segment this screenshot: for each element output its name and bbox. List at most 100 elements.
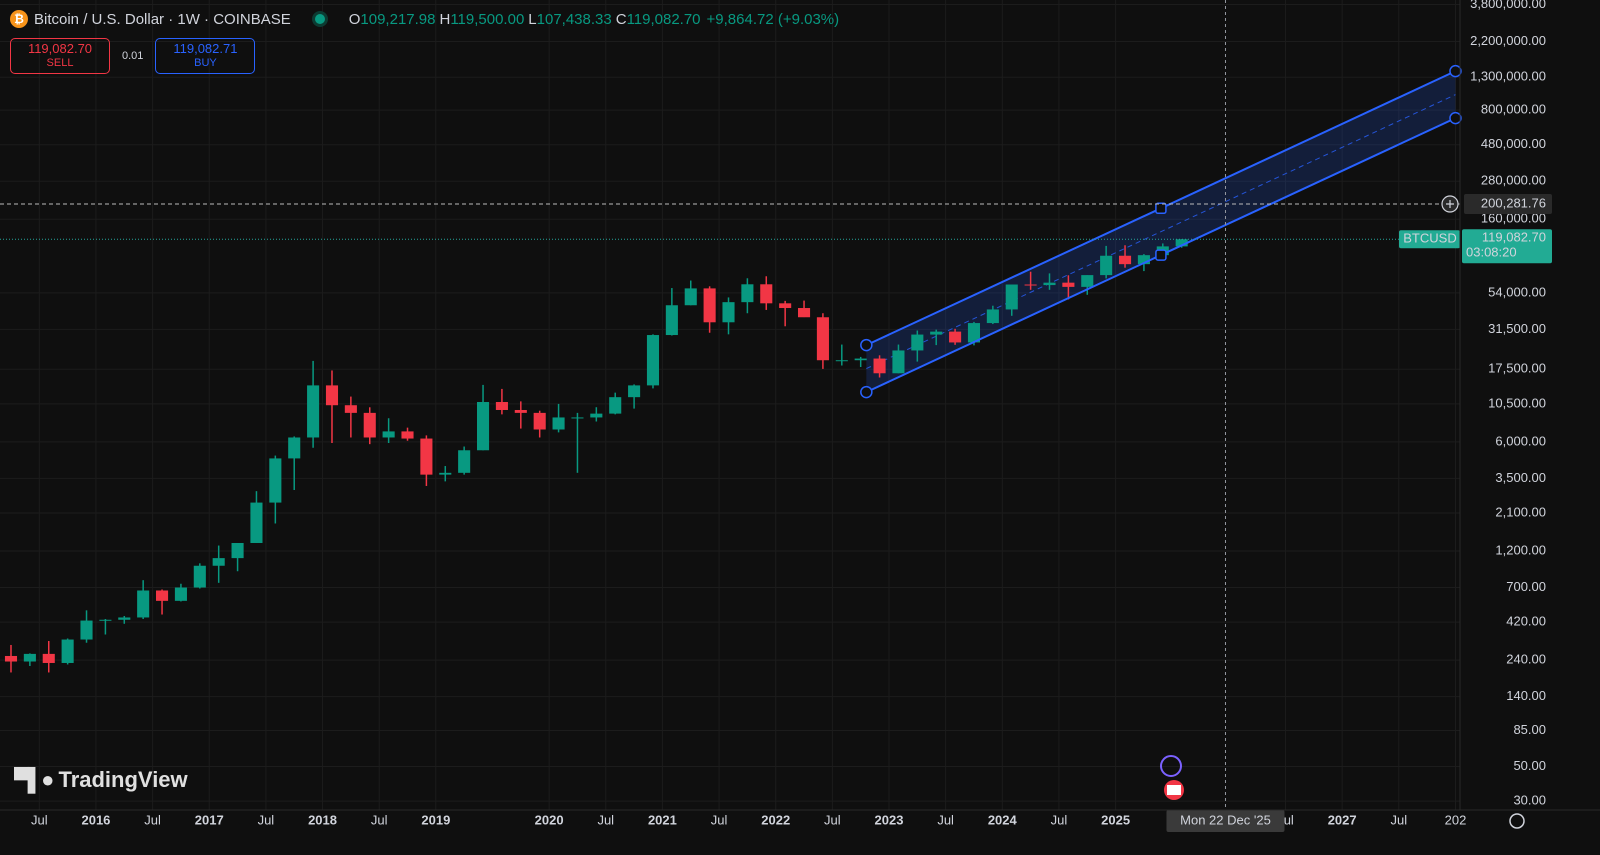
- buy-button[interactable]: 119,082.71 BUY: [155, 38, 256, 74]
- candle-body: [439, 472, 452, 475]
- y-tick-label: 10,500.00: [1488, 395, 1546, 410]
- y-tick-label: 3,500.00: [1495, 470, 1546, 485]
- y-tick-label: 17,500.00: [1488, 361, 1546, 376]
- candle-body: [590, 413, 603, 418]
- y-tick-label: 280,000.00: [1481, 173, 1546, 188]
- candle-body: [269, 458, 282, 503]
- candle-body: [212, 558, 225, 566]
- x-tick-label: Jul: [937, 812, 954, 827]
- candle-body: [854, 358, 867, 361]
- x-tick-label: Jul: [1051, 812, 1068, 827]
- channel-handle: [1155, 202, 1167, 215]
- candle-body: [61, 639, 74, 663]
- candle-body: [288, 437, 301, 459]
- y-tick-label: 140.00: [1506, 688, 1546, 703]
- candle-body: [741, 284, 754, 303]
- candle-body: [231, 542, 244, 559]
- y-tick-label: 85.00: [1513, 722, 1546, 737]
- x-tick-label: 2020: [535, 812, 564, 827]
- candle-body: [797, 308, 811, 318]
- candle-body: [949, 331, 962, 343]
- candle-body: [1100, 255, 1113, 276]
- channel-middle: [866, 94, 1456, 370]
- candle-body: [1005, 284, 1018, 310]
- candle-body: [250, 502, 263, 543]
- y-tick-label: 1,200.00: [1495, 542, 1546, 557]
- candle-body: [495, 402, 508, 410]
- candle-body: [722, 302, 735, 323]
- x-tick-label: Jul: [1391, 812, 1408, 827]
- ohlc-value: 119,500.00: [450, 10, 525, 28]
- crosshair-label-bg: [1166, 810, 1285, 832]
- watermark[interactable]: ▀▌● TradingView: [14, 767, 188, 793]
- candle-body: [420, 438, 433, 475]
- horizontal-line-label-bg: [1464, 194, 1552, 215]
- y-tick-label: 54,000.00: [1488, 284, 1546, 299]
- x-tick-label: 2018: [308, 812, 337, 827]
- candle-body: [646, 335, 660, 386]
- ohlc-key: L: [528, 10, 537, 28]
- buy-label: BUY: [194, 57, 217, 69]
- candle-body: [23, 653, 36, 662]
- x-tick-label: 2019: [421, 812, 450, 827]
- settings[interactable]: [1509, 813, 1525, 829]
- x-tick-label: 2023: [875, 812, 904, 827]
- candle-body: [1081, 275, 1094, 287]
- candle-body: [533, 412, 546, 430]
- channel-handle: [860, 338, 873, 352]
- ohlc-key: O: [348, 10, 361, 28]
- candle-body: [325, 385, 339, 406]
- market-status: [314, 14, 325, 24]
- sell-label: SELL: [46, 57, 74, 69]
- candle-body: [42, 653, 55, 663]
- y-tick-label: 700.00: [1506, 579, 1546, 594]
- logo-mark: ▀▌●: [14, 767, 54, 792]
- candle-body: [1118, 255, 1132, 265]
- horizontal-line-label: 200,281.76: [1481, 195, 1546, 210]
- candle-body: [344, 405, 357, 413]
- candle-body: [892, 350, 905, 374]
- candle-body: [80, 620, 93, 640]
- y-tick-label: 1,300,000.00: [1470, 69, 1546, 84]
- candle-body: [684, 288, 697, 306]
- y-tick-label: 3,800,000.00: [1470, 0, 1546, 11]
- y-tick-label: 50.00: [1513, 758, 1546, 773]
- x-tick-label: 202: [1445, 812, 1467, 827]
- candle-body: [174, 587, 187, 601]
- x-tick-label: 2025: [1101, 812, 1130, 827]
- x-tick-label: 2021: [648, 812, 677, 827]
- channel-handle: [1449, 111, 1462, 125]
- candle-body: [476, 402, 490, 451]
- candle-body: [552, 417, 565, 430]
- candle-body: [609, 397, 622, 414]
- ohlc-value: 107,438.33: [536, 10, 612, 28]
- price-label: 119,082.70: [1482, 230, 1546, 245]
- y-tick-label: 2,100.00: [1495, 504, 1546, 519]
- price-label-bg: [1462, 229, 1552, 264]
- channel-handle: [1449, 64, 1462, 78]
- y-tick-label: 800,000.00: [1481, 102, 1546, 117]
- symbol-title[interactable]: Bitcoin / U.S. Dollar · 1W · COINBASE: [34, 10, 291, 28]
- watermark-text: TradingView: [58, 767, 188, 792]
- candle-body: [1024, 284, 1037, 286]
- x-tick-label: Jul: [597, 812, 614, 827]
- x-tick-label: Jul: [824, 812, 841, 827]
- change: +9,864.72 (+9.03%): [706, 10, 840, 28]
- y-tick-label: 6,000.00: [1495, 433, 1546, 448]
- y-tick-label: 31,500.00: [1488, 321, 1546, 336]
- channel-handle: [860, 385, 873, 399]
- candle-body: [363, 412, 376, 438]
- ohlc: O109,217.98 H119,500.00 L107,438.33 C119,08…: [345, 11, 701, 28]
- candle-body: [835, 360, 848, 362]
- candle-body: [118, 617, 131, 620]
- ohlc-value: 109,217.98: [360, 10, 436, 28]
- candle-body: [571, 417, 584, 419]
- x-tick-label: 2016: [81, 812, 110, 827]
- trade-panel: 119,082.70 SELL 0.01 119,082.71 BUY: [10, 38, 256, 74]
- ohlc-key: C: [615, 10, 627, 28]
- candle-body: [628, 385, 641, 398]
- sell-button[interactable]: 119,082.70 SELL: [10, 38, 110, 74]
- grid: [0, 0, 1460, 810]
- candle-body: [703, 288, 716, 323]
